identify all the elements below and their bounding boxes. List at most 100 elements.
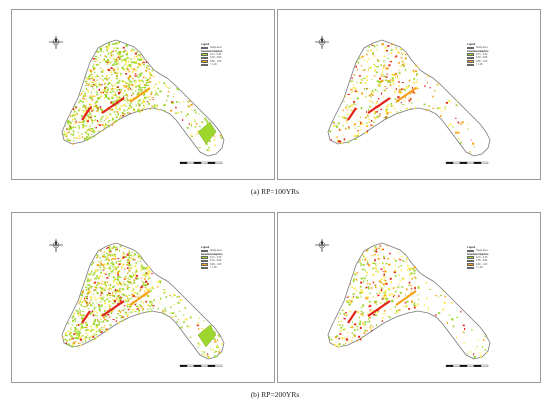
inundation-patch (124, 256, 127, 258)
inundation-patch (97, 97, 100, 100)
inundation-patch (359, 57, 361, 60)
inundation-patch (81, 92, 83, 95)
inundation-patch (363, 88, 366, 90)
inundation-patch (392, 106, 395, 107)
inundation-patch (133, 291, 136, 294)
inundation-patch (359, 79, 361, 81)
inundation-patch (109, 52, 112, 54)
inundation-patch (94, 84, 97, 86)
inundation-patch (145, 77, 147, 79)
inundation-patch (139, 65, 141, 67)
inundation-patch (345, 312, 347, 314)
inundation-patch (78, 314, 80, 316)
inundation-patch (126, 87, 128, 89)
inundation-patch (151, 301, 154, 303)
inundation-patch (399, 47, 402, 50)
inundation-patch (68, 333, 71, 336)
inundation-patch (113, 285, 115, 287)
inundation-patch (400, 102, 402, 104)
inundation-patch (112, 295, 115, 298)
inundation-patch (146, 82, 150, 84)
inundation-patch (109, 255, 112, 257)
inundation-patch (122, 46, 125, 49)
inundation-patch (361, 269, 364, 271)
inundation-patch (354, 273, 357, 276)
inundation-patch (370, 324, 372, 326)
inundation-patch (92, 68, 95, 70)
inundation-patch (111, 88, 113, 91)
inundation-patch (99, 330, 102, 333)
inundation-patch (99, 109, 102, 110)
inundation-patch (198, 113, 200, 115)
inundation-patch (78, 302, 80, 305)
inundation-patch (75, 331, 78, 334)
inundation-patch (463, 342, 466, 344)
inundation-patch (398, 61, 400, 64)
inundation-patch (87, 308, 90, 310)
inundation-patch (81, 314, 84, 317)
inundation-patch (406, 257, 409, 260)
inundation-patch (115, 64, 117, 66)
inundation-patch (385, 109, 389, 111)
inundation-patch (359, 338, 362, 341)
inundation-patch (102, 79, 104, 82)
inundation-patch (142, 80, 144, 83)
inundation-patch (103, 283, 106, 285)
inundation-patch (432, 107, 435, 109)
inundation-patch (74, 327, 77, 329)
inundation-patch (374, 301, 377, 304)
inundation-patch (130, 67, 133, 70)
inundation-patch (102, 269, 105, 271)
inundation-patch (405, 54, 407, 56)
inundation-patch (101, 312, 103, 315)
inundation-patch (379, 115, 381, 117)
inundation-patch (337, 344, 339, 347)
inundation-patch (96, 108, 99, 110)
inundation-patch (136, 93, 138, 96)
inundation-patch (179, 299, 182, 301)
inundation-patch (380, 108, 382, 111)
inundation-patch (128, 261, 130, 265)
inundation-patch (145, 300, 147, 303)
inundation-patch (214, 136, 216, 138)
inundation-patch (455, 104, 458, 107)
inundation-patch (144, 89, 146, 91)
inundation-patch (83, 137, 86, 140)
inundation-patch (143, 106, 146, 108)
inundation-patch (196, 324, 199, 327)
inundation-patch (399, 90, 402, 92)
inundation-patch (370, 124, 373, 126)
inundation-patch (113, 47, 115, 49)
inundation-patch (444, 295, 446, 298)
inundation-patch (384, 79, 388, 81)
inundation-patch (150, 93, 153, 96)
inundation-patch (135, 82, 136, 84)
inundation-patch (337, 122, 340, 125)
inundation-patch (348, 126, 350, 128)
inundation-patch (83, 314, 86, 316)
inundation-patch (176, 87, 179, 90)
inundation-patch (374, 284, 376, 286)
inundation-patch (90, 279, 92, 281)
inundation-patch (336, 136, 339, 138)
inundation-patch (138, 79, 140, 81)
inundation-patch (351, 326, 354, 329)
inundation-patch (90, 326, 93, 328)
inundation-patch (117, 67, 119, 69)
inundation-patch (106, 294, 109, 296)
inundation-patch (397, 251, 400, 253)
inundation-patch (121, 254, 124, 256)
inundation-patch (443, 301, 446, 304)
inundation-patch (133, 80, 136, 83)
inundation-patch (185, 114, 187, 117)
inundation-patch (366, 271, 368, 274)
inundation-patch (111, 254, 113, 256)
inundation-patch (77, 342, 79, 344)
inundation-patch (157, 94, 159, 96)
inundation-patch (87, 117, 90, 120)
inundation-patch (100, 269, 102, 271)
inundation-patch (343, 317, 346, 320)
inundation-patch (112, 299, 115, 302)
inundation-patch (130, 64, 133, 66)
inundation-patch (102, 50, 104, 53)
